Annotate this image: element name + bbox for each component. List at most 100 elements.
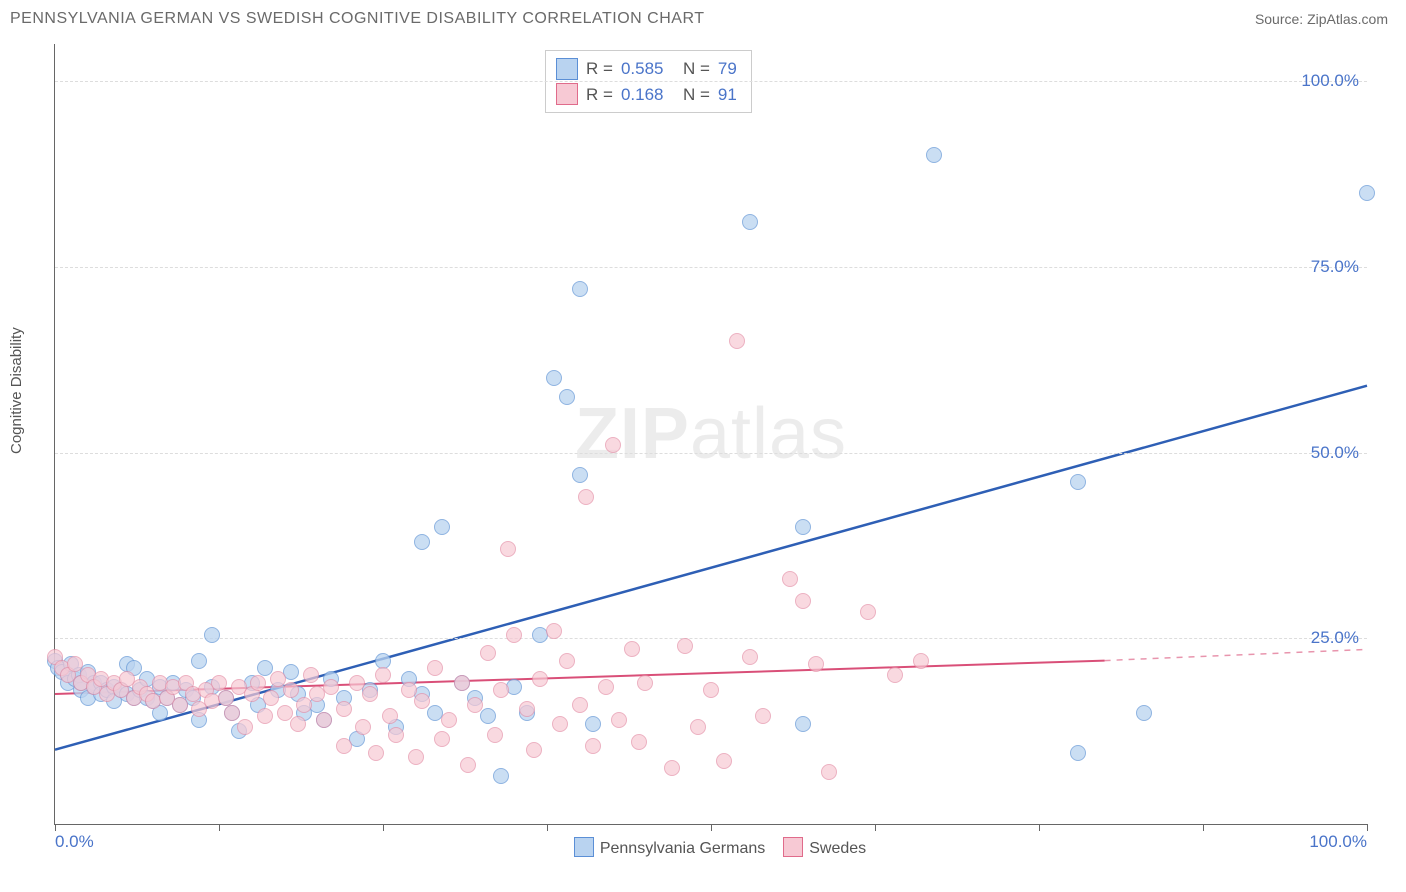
data-point xyxy=(572,697,588,713)
data-point xyxy=(552,716,568,732)
data-point xyxy=(631,734,647,750)
data-point xyxy=(211,675,227,691)
data-point xyxy=(795,593,811,609)
data-point xyxy=(493,682,509,698)
legend-swatch xyxy=(556,83,578,105)
data-point xyxy=(487,727,503,743)
plot-area: ZIPatlas R =0.585N =79R =0.168N =91 Penn… xyxy=(54,44,1367,825)
data-point xyxy=(303,667,319,683)
data-point xyxy=(860,604,876,620)
data-point xyxy=(218,690,234,706)
data-point xyxy=(559,653,575,669)
data-point xyxy=(290,716,306,732)
data-point xyxy=(572,467,588,483)
x-tick xyxy=(1039,824,1040,831)
data-point xyxy=(637,675,653,691)
y-tick-label: 50.0% xyxy=(1311,443,1359,463)
data-point xyxy=(493,768,509,784)
x-tick xyxy=(711,824,712,831)
data-point xyxy=(703,682,719,698)
r-label: R = xyxy=(586,56,613,82)
data-point xyxy=(742,649,758,665)
legend-swatch xyxy=(574,837,594,857)
data-point xyxy=(336,701,352,717)
data-point xyxy=(1070,745,1086,761)
data-point xyxy=(716,753,732,769)
data-point xyxy=(795,519,811,535)
chart-header: PENNSYLVANIA GERMAN VS SWEDISH COGNITIVE… xyxy=(0,0,1406,32)
x-tick xyxy=(547,824,548,831)
data-point xyxy=(441,712,457,728)
data-point xyxy=(434,731,450,747)
r-value: 0.585 xyxy=(621,56,675,82)
y-tick-label: 25.0% xyxy=(1311,628,1359,648)
data-point xyxy=(434,519,450,535)
data-point xyxy=(480,708,496,724)
data-point xyxy=(204,627,220,643)
legend-item: Pennsylvania Germans xyxy=(556,840,765,857)
data-point xyxy=(585,716,601,732)
r-value: 0.168 xyxy=(621,82,675,108)
legend-label: Pennsylvania Germans xyxy=(600,840,765,857)
data-point xyxy=(414,693,430,709)
data-point xyxy=(454,675,470,691)
data-point xyxy=(296,697,312,713)
data-point xyxy=(572,281,588,297)
data-point xyxy=(388,727,404,743)
data-point xyxy=(532,671,548,687)
x-tick xyxy=(55,824,56,831)
data-point xyxy=(375,653,391,669)
data-point xyxy=(1136,705,1152,721)
data-point xyxy=(526,742,542,758)
data-point xyxy=(362,686,378,702)
data-point xyxy=(427,660,443,676)
data-point xyxy=(782,571,798,587)
data-point xyxy=(795,716,811,732)
gridline xyxy=(55,453,1367,454)
data-point xyxy=(191,653,207,669)
n-value: 91 xyxy=(718,82,737,108)
data-point xyxy=(578,489,594,505)
data-point xyxy=(382,708,398,724)
x-tick xyxy=(383,824,384,831)
gridline xyxy=(55,638,1367,639)
x-max-label: 100.0% xyxy=(1309,832,1367,852)
data-point xyxy=(729,333,745,349)
data-point xyxy=(546,370,562,386)
gridline xyxy=(55,81,1367,82)
data-point xyxy=(1359,185,1375,201)
data-point xyxy=(742,214,758,230)
data-point xyxy=(467,697,483,713)
data-point xyxy=(368,745,384,761)
data-point xyxy=(480,645,496,661)
data-point xyxy=(224,705,240,721)
data-point xyxy=(263,690,279,706)
data-point xyxy=(605,437,621,453)
data-point xyxy=(624,641,640,657)
n-value: 79 xyxy=(718,56,737,82)
data-point xyxy=(887,667,903,683)
gridline xyxy=(55,267,1367,268)
data-point xyxy=(500,541,516,557)
data-point xyxy=(408,749,424,765)
data-point xyxy=(172,697,188,713)
legend-swatch xyxy=(783,837,803,857)
data-point xyxy=(585,738,601,754)
data-point xyxy=(755,708,771,724)
legend-row: R =0.168N =91 xyxy=(556,82,737,108)
source-attribution: Source: ZipAtlas.com xyxy=(1255,11,1388,27)
data-point xyxy=(559,389,575,405)
watermark: ZIPatlas xyxy=(575,393,847,475)
data-point xyxy=(913,653,929,669)
data-point xyxy=(598,679,614,695)
x-min-label: 0.0% xyxy=(55,832,94,852)
data-point xyxy=(237,719,253,735)
data-point xyxy=(355,719,371,735)
data-point xyxy=(808,656,824,672)
data-point xyxy=(1070,474,1086,490)
data-point xyxy=(821,764,837,780)
data-point xyxy=(519,701,535,717)
data-point xyxy=(375,667,391,683)
data-point xyxy=(506,627,522,643)
y-axis-label: Cognitive Disability xyxy=(8,327,25,454)
